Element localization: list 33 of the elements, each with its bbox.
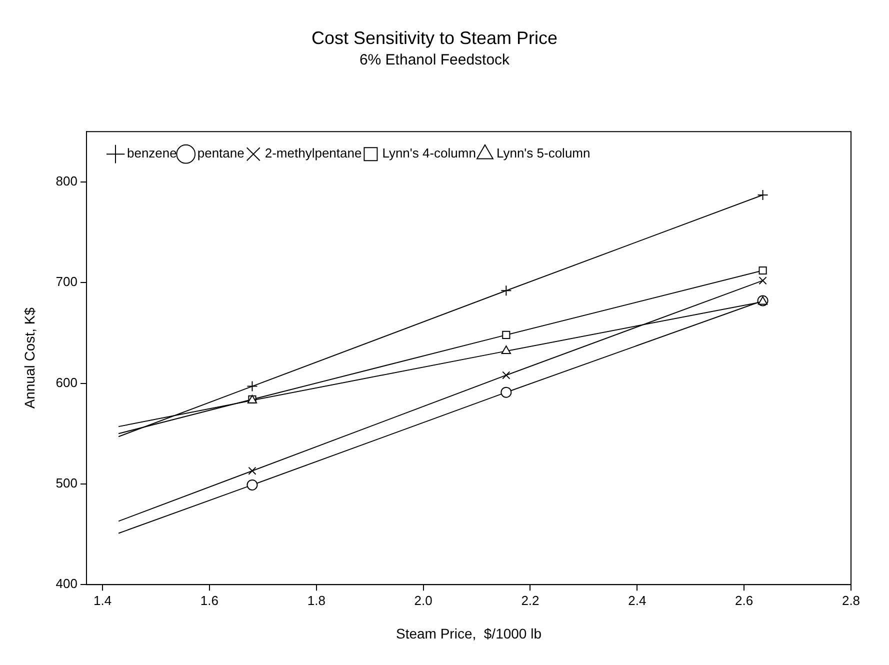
legend-label: pentane — [197, 146, 244, 161]
point — [500, 386, 512, 398]
point — [246, 380, 258, 392]
point — [502, 371, 510, 380]
chart-subtitle: 6% Ethanol Feedstock — [359, 52, 510, 69]
legend-label: benzene — [126, 146, 177, 161]
legend-label: Lynn's 4-column — [382, 146, 476, 161]
y-tick-label: 700 — [56, 274, 78, 290]
y-tick-label: 400 — [56, 576, 78, 592]
x-tick-label: 2.8 — [842, 592, 860, 608]
y-axis-title: Annual Cost, K$ — [21, 307, 38, 409]
x-tick-label: 1.6 — [200, 592, 218, 608]
point — [246, 479, 258, 490]
point — [501, 346, 511, 354]
x-axis-title: Steam Price, $/1000 lb — [396, 625, 542, 642]
legend-label: Lynn's 5-column — [496, 146, 590, 161]
y-tick-label: 600 — [56, 374, 78, 390]
x-tick-label: 2.6 — [735, 592, 754, 608]
point — [758, 276, 767, 285]
point — [758, 266, 767, 275]
y-tick-label: 500 — [56, 476, 78, 491]
point — [248, 466, 256, 475]
x-tick-label: 2.0 — [414, 592, 432, 608]
x-tick-label: 1.4 — [93, 592, 112, 608]
chart-title: Cost Sensitivity to Steam Price — [311, 28, 558, 48]
point — [757, 190, 768, 201]
x-tick-label: 2.2 — [521, 592, 540, 608]
x-tick-label: 1.8 — [307, 592, 326, 608]
point — [502, 330, 510, 339]
x-tick-label: 2.4 — [628, 592, 646, 608]
point — [500, 285, 512, 296]
legend-label: 2-methylpentane — [264, 146, 362, 161]
y-tick-label: 800 — [56, 174, 78, 189]
